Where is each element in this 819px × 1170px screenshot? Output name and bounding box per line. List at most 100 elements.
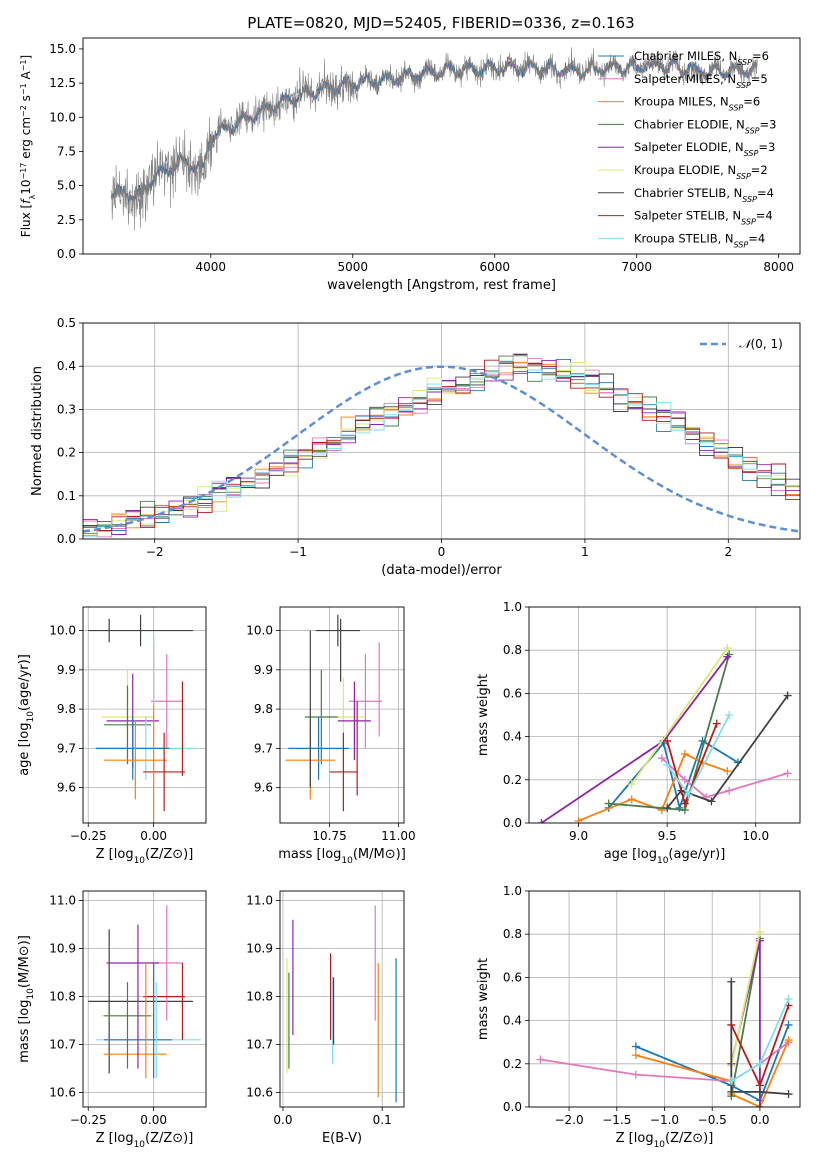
residual-histogram-step (83, 359, 800, 531)
legend-label: Kroupa ELODIE, NSSP=2 (634, 163, 768, 181)
legend-label: Salpeter STELIB, NSSP=4 (634, 209, 773, 227)
residuals-panel: −2 −1 0 1 2 0.0 0.1 0.2 0.3 0.4 0.5 (data-model)/er… (30, 316, 801, 578)
y-tick-label: 0.8 (503, 643, 522, 657)
weight-series (663, 711, 734, 799)
residual-histogram-step (83, 353, 800, 538)
weight-marker (663, 803, 672, 812)
x-tick-label: 0.00 (140, 829, 167, 843)
legend-entry: Chabrier STELIB, NSSP=4 (598, 186, 774, 203)
y-tick-label: 0.5 (57, 316, 76, 330)
weight-marker (723, 644, 732, 653)
legend-entry: Kroupa STELIB, NSSP=4 (598, 231, 765, 249)
legend-label: Salpeter MILES, NSSP=5 (634, 72, 768, 90)
weight-marker (604, 799, 613, 808)
y-tick-label: 0.2 (57, 446, 76, 460)
errorbar-point (315, 614, 360, 647)
y-tick-label: 9.8 (254, 702, 273, 716)
y-tick-label: 9.6 (254, 781, 273, 795)
y-tick-label: 12.5 (49, 76, 76, 90)
weight-marker (537, 819, 546, 823)
y-tick-label: 0.2 (503, 1057, 522, 1071)
legend-entry: Salpeter MILES, NSSP=5 (598, 72, 768, 90)
errorbar-point (103, 720, 167, 800)
weight-marker (675, 803, 684, 812)
x-tick-label: 5000 (337, 260, 368, 274)
y-tick-label: 5.0 (57, 179, 76, 193)
weight-marker (755, 928, 764, 937)
y-tick-label: 9.9 (254, 663, 273, 677)
plot-frame (279, 606, 405, 824)
x-tick-label: 0.00 (140, 1113, 167, 1127)
weight-marker (783, 691, 792, 700)
weight-marker (657, 754, 666, 763)
x-tick-label: 0.0 (750, 1113, 769, 1127)
y-tick-label: 0.0 (503, 1100, 522, 1114)
x-tick-label: 7000 (621, 260, 652, 274)
weight-series (727, 977, 793, 1099)
x-tick-label: −1 (289, 545, 307, 559)
y-tick-label: 10.8 (49, 990, 76, 1004)
plot-frame (82, 890, 207, 1108)
y-tick-label: 10.0 (246, 624, 273, 638)
y-tick-label: 2.5 (57, 213, 76, 227)
plot-frame (82, 606, 207, 824)
weight-series (727, 995, 793, 1086)
weight-marker (727, 1077, 736, 1086)
x-tick-label: 6000 (479, 260, 510, 274)
y-tick-label: 0.8 (503, 927, 522, 941)
legend-label: 𝒩(0, 1) (739, 337, 783, 351)
x-axis-label: wavelength [Angstrom, rest frame] (327, 278, 556, 293)
weight-marker (784, 995, 793, 1003)
figure-title: PLATE=0820, MJD=52405, FIBERID=0336, z=0… (247, 14, 634, 32)
weight-series (574, 749, 732, 823)
y-axis-label: Flux [fλ10−17 erg cm−2 s−1 A−1] (19, 55, 37, 237)
plot-frame (82, 322, 801, 540)
x-tick-label: 9.0 (569, 829, 588, 843)
weight-marker (663, 736, 672, 745)
weight-marker (574, 816, 583, 823)
x-tick-label: 0.0 (273, 1113, 292, 1127)
weight-marker (680, 799, 689, 808)
weight-marker (727, 977, 736, 986)
y-tick-label: 10.9 (246, 942, 273, 956)
y-axis-label: mass weight (476, 958, 491, 1040)
x-tick-label: 0 (438, 545, 446, 559)
x-tick-label: −0.25 (70, 1113, 107, 1127)
y-tick-label: 10.9 (49, 942, 76, 956)
observed-spectrum-line (111, 47, 758, 231)
x-axis-label: Z [log10(Z/Z⊙)] (616, 1131, 714, 1150)
weight-marker (631, 1051, 640, 1060)
weight-marker (723, 767, 732, 776)
y-tick-label: 10.8 (246, 990, 273, 1004)
legend-label: Salpeter ELODIE, NSSP=3 (634, 140, 775, 158)
x-tick-label: −0.5 (698, 1113, 727, 1127)
weight-marker (712, 719, 721, 728)
y-tick-label: 10.6 (49, 1086, 76, 1100)
legend-entry: Kroupa MILES, NSSP=6 (598, 95, 760, 112)
weight-line (730, 981, 789, 1095)
y-tick-label: 10.7 (49, 1038, 76, 1052)
x-tick-label: 8000 (763, 260, 794, 274)
legend-entry: Salpeter STELIB, NSSP=4 (598, 209, 773, 227)
weight-series (627, 644, 732, 789)
weight-series (604, 650, 734, 815)
legend-entry: Kroupa ELODIE, NSSP=2 (598, 163, 768, 181)
y-tick-label: 9.7 (57, 741, 76, 755)
y-tick-label: 11.0 (49, 894, 76, 908)
spectrum-panel: 4000 5000 6000 7000 8000 0.0 2.5 5.0 7.5 10.0 12.5… (19, 37, 801, 293)
massweight-vs-metallicity-panel: −2.0 −1.5 −1.0 −0.5 0.0 0.0 0.2 0.4 0.6 0.8 1.0 Z [… (476, 884, 801, 1150)
y-axis-label: mass weight (476, 674, 491, 756)
y-tick-label: 10.0 (49, 110, 76, 124)
y-tick-label: 9.9 (57, 663, 76, 677)
x-tick-label: −1.0 (650, 1113, 679, 1127)
x-axis-label: Z [log10(Z/Z⊙)] (96, 1131, 194, 1150)
y-axis-label: age [log10(age/yr)] (17, 654, 36, 776)
plot-frame (528, 606, 801, 824)
weight-marker (631, 1070, 640, 1079)
x-tick-label: 10.0 (742, 829, 769, 843)
y-tick-label: 0.6 (503, 970, 522, 984)
errorbar-point (88, 614, 193, 647)
x-tick-label: 0.1 (373, 1113, 392, 1127)
weight-line (730, 931, 761, 1067)
errorbar-point (96, 716, 170, 780)
